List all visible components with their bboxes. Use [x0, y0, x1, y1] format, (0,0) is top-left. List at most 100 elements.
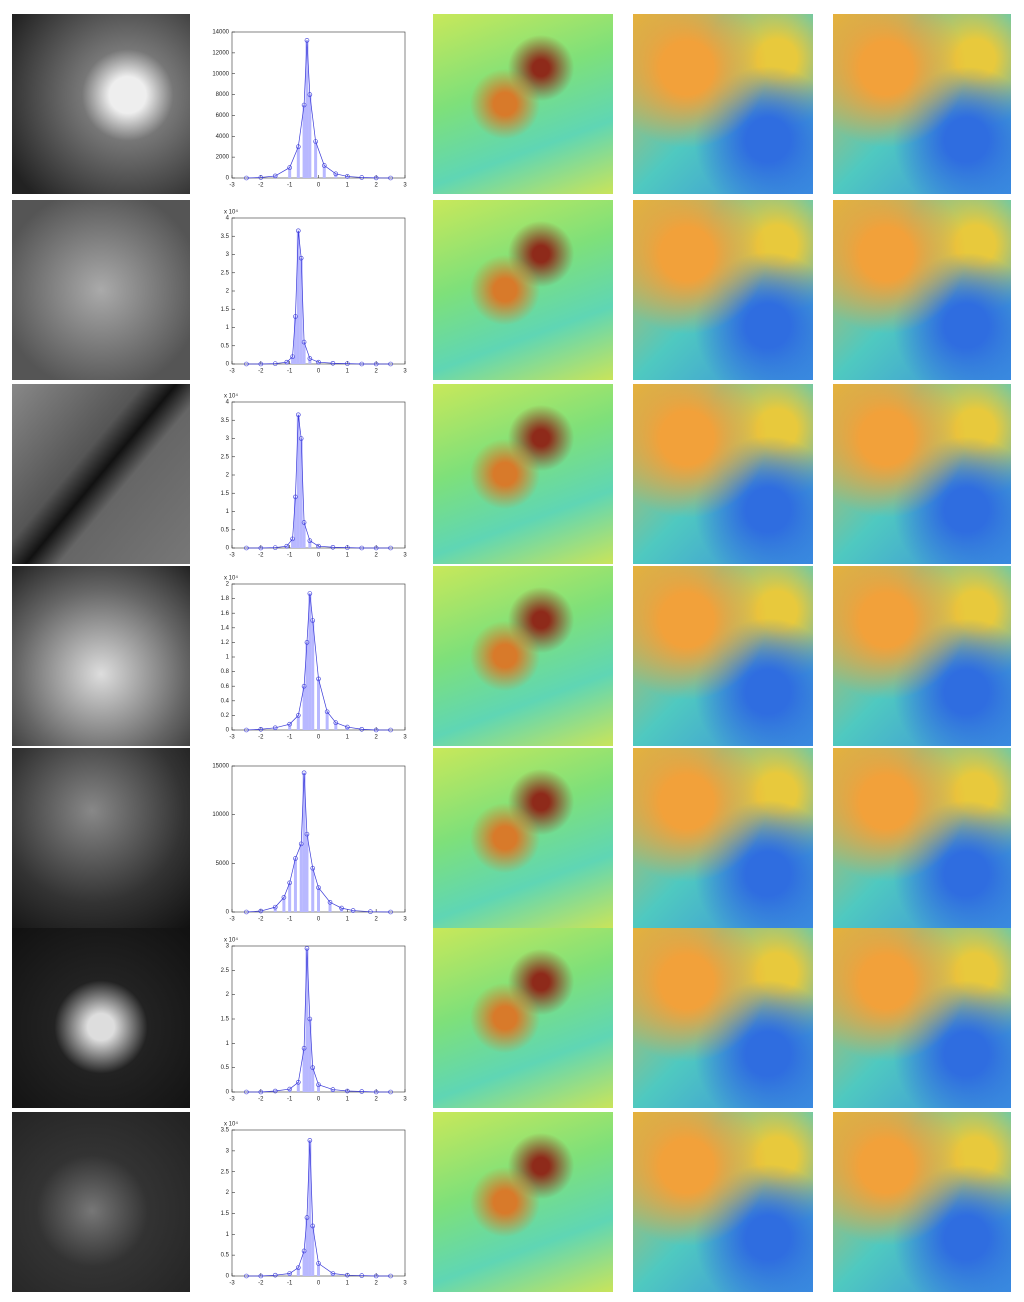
- marker: [244, 545, 249, 551]
- y-tick-label: 3: [226, 436, 230, 442]
- y-tick-label: 0.6: [221, 684, 230, 690]
- image-panel: [12, 748, 190, 928]
- image-panel: [433, 14, 613, 194]
- marker: [258, 1089, 264, 1095]
- marker: [327, 899, 333, 905]
- y-tick-label: 2.5: [221, 270, 230, 276]
- marker: [359, 726, 365, 732]
- x-tick-label: 3: [403, 183, 407, 189]
- marker: [244, 361, 249, 367]
- x-tick-label: 3: [403, 553, 407, 559]
- marker: [296, 412, 301, 418]
- image-panel: [833, 1112, 1011, 1292]
- marker: [272, 904, 278, 910]
- image-panel: [633, 928, 813, 1108]
- image-panel: [833, 14, 1011, 194]
- x-tick-label: 3: [403, 369, 407, 375]
- plot-frame: [231, 217, 406, 365]
- marker: [258, 361, 264, 367]
- x-tick-label: 0: [317, 183, 321, 189]
- y-tick-label: 1: [226, 655, 230, 661]
- y-tick-label: 0.2: [221, 713, 230, 719]
- marker: [298, 436, 304, 441]
- marker: [310, 865, 316, 871]
- y-tick-label: 1.5: [221, 1211, 230, 1217]
- y-tick-label: 2.5: [221, 454, 230, 460]
- x-tick-label: 3: [403, 917, 407, 923]
- y-tick-label: 2.5: [221, 968, 230, 974]
- marker: [359, 545, 365, 551]
- marker: [307, 92, 313, 97]
- marker: [301, 1248, 307, 1254]
- marker: [359, 361, 365, 367]
- image-panel: [633, 748, 813, 928]
- curve: [246, 414, 391, 549]
- histogram: 0 0.5 1 1.5 2 2.5 3 3.5 4 -3 -2 -1 0 1 2 3 x 10⁴: [221, 209, 408, 375]
- x-tick-label: -3: [229, 1281, 235, 1287]
- image-panel: [433, 384, 613, 564]
- image-panel: [833, 566, 1011, 746]
- x-tick-label: 2: [374, 1281, 378, 1287]
- marker: [287, 1271, 292, 1276]
- x-tick-label: 2: [374, 917, 378, 923]
- x-tick-label: -1: [287, 1281, 293, 1287]
- histogram: 0 2000 4000 6000 8000 10000 12000 14000 -3 -2 -1 0 1…: [212, 30, 407, 189]
- x-tick-label: -3: [229, 183, 235, 189]
- y-tick-label: 12000: [212, 50, 229, 56]
- y-tick-label: 0: [226, 362, 230, 368]
- marker: [272, 1088, 278, 1094]
- marker: [359, 1089, 365, 1094]
- x-tick-label: -3: [229, 735, 235, 741]
- marker: [272, 361, 278, 366]
- marker: [345, 174, 350, 179]
- y-tick-label: 2.5: [221, 1169, 230, 1175]
- x-tick-label: -1: [287, 1097, 293, 1103]
- y-scale-label: x 10⁴: [224, 393, 238, 400]
- marker: [296, 228, 301, 234]
- marker: [290, 354, 295, 359]
- marker: [316, 1082, 321, 1087]
- x-tick-label: -1: [287, 917, 293, 923]
- marker: [272, 725, 278, 731]
- y-tick-label: 3.5: [221, 418, 230, 424]
- image-panel: [12, 384, 190, 564]
- marker: [293, 856, 298, 861]
- marker: [330, 544, 336, 550]
- image-panel: [433, 928, 613, 1108]
- image-panel: [12, 928, 190, 1108]
- marker: [324, 709, 330, 715]
- y-tick-label: 0: [226, 728, 230, 734]
- x-tick-label: 3: [403, 1097, 407, 1103]
- x-tick-label: -2: [258, 553, 264, 559]
- marker: [373, 361, 379, 367]
- y-tick-label: 1: [226, 1041, 230, 1047]
- x-tick-label: -2: [258, 369, 264, 375]
- y-tick-label: 1: [226, 325, 230, 331]
- marker: [272, 1272, 278, 1278]
- marker: [345, 361, 350, 366]
- x-tick-label: -3: [229, 1097, 235, 1103]
- x-tick-label: 1: [346, 369, 350, 375]
- marker: [333, 720, 339, 725]
- marker: [316, 1261, 321, 1266]
- marker: [287, 1086, 292, 1092]
- x-tick-label: 1: [346, 1281, 350, 1287]
- y-tick-label: 3: [226, 944, 230, 950]
- marker: [310, 618, 316, 623]
- marker: [301, 102, 307, 108]
- y-scale-label: x 10⁴: [224, 937, 238, 944]
- image-panel: [12, 14, 190, 194]
- marker: [296, 1079, 301, 1085]
- x-tick-label: 0: [317, 735, 321, 741]
- marker: [301, 1045, 307, 1051]
- y-tick-label: 0: [226, 910, 230, 916]
- x-tick-label: -3: [229, 553, 235, 559]
- x-tick-label: 0: [317, 1281, 321, 1287]
- histogram: 00.511.522.53-3 -2 -1 0 1 2 3x 10⁴: [221, 937, 408, 1103]
- marker: [373, 727, 379, 733]
- marker: [388, 175, 393, 181]
- x-tick-label: 1: [346, 183, 350, 189]
- image-panel: [633, 200, 813, 380]
- y-tick-label: 0: [226, 1274, 230, 1280]
- marker: [244, 909, 249, 915]
